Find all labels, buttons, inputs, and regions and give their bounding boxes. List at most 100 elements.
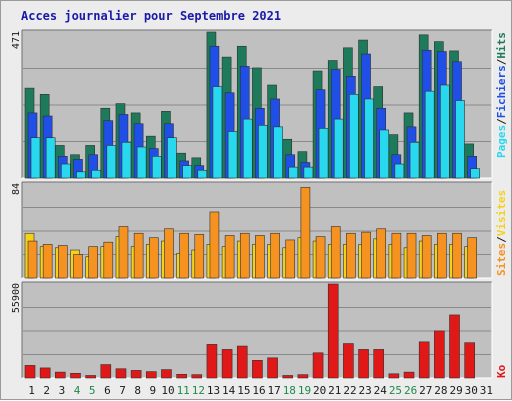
kb-bar (115, 368, 127, 379)
sites-bar (42, 244, 53, 279)
kb-bar (221, 349, 233, 379)
sites-bar (361, 231, 371, 279)
legend-separator: / (495, 118, 508, 125)
x-tick-label: 29 (449, 384, 462, 397)
sites-bar (270, 232, 280, 279)
x-tick-label: 17 (268, 384, 281, 397)
sites-bar (285, 239, 296, 279)
sites-bar (239, 232, 250, 279)
pages-bar (106, 145, 117, 179)
kb-bar (449, 314, 460, 379)
pages-bar (167, 137, 177, 179)
kb-bar (39, 367, 51, 379)
x-tick-label: 13 (207, 384, 220, 397)
x-tick-label: 2 (43, 384, 50, 397)
sites-bar (255, 235, 265, 279)
x-tick-label: 28 (434, 384, 447, 397)
pages-bar (91, 169, 101, 179)
sites-bar (437, 232, 447, 279)
pages-bar (182, 165, 192, 179)
sites-bar (209, 211, 220, 279)
sites-bar (88, 246, 98, 279)
pages-bar (242, 118, 253, 179)
sites-bar (103, 241, 114, 279)
kb-bar (252, 360, 263, 379)
middle-max-label: 84 (11, 183, 22, 195)
x-tick-label: 19 (298, 384, 311, 397)
right-axis-legend: Pages/Fichiers/Hits (495, 32, 508, 158)
legend-separator: / (495, 236, 508, 243)
sites-bar (194, 234, 205, 279)
sites-bar (376, 228, 387, 279)
sites-bar (421, 235, 432, 279)
kb-bar (161, 369, 172, 379)
kb-bar (358, 349, 369, 379)
kb-bar (176, 374, 187, 379)
pages-bar (440, 84, 450, 179)
sites-bar (467, 237, 477, 279)
pages-bar (212, 86, 223, 179)
pages-bar (303, 166, 314, 179)
pages-bar (318, 128, 329, 179)
sites-bar (224, 235, 235, 279)
x-tick-label: 24 (374, 384, 388, 397)
kb-bar (191, 374, 203, 379)
pages-bar (121, 142, 132, 179)
pages-bar (394, 163, 405, 179)
pages-bar (151, 156, 162, 179)
right-axis-legend: Sites/Visites (495, 190, 508, 276)
kb-bar (297, 374, 309, 379)
x-tick-label: 30 (465, 384, 478, 397)
kb-bar (343, 343, 354, 379)
top-panel: 471 (11, 29, 493, 179)
kb-bar (388, 373, 400, 379)
kb-bar (236, 345, 248, 379)
pages-bar (227, 131, 238, 179)
sites-bar (133, 232, 144, 279)
legend-sites: Sites (495, 243, 508, 276)
kb-bar (312, 352, 324, 379)
x-tick-label: 14 (222, 384, 236, 397)
kb-bar (100, 364, 112, 379)
x-tick-label: 31 (480, 384, 493, 397)
x-tick-label: 15 (237, 384, 250, 397)
bottom-panel: 55900 (11, 281, 493, 379)
pages-bar (30, 137, 41, 179)
pages-bar (349, 94, 359, 179)
kb-bar (145, 371, 157, 379)
kb-bar (373, 349, 385, 379)
legend-hits: Hits (495, 32, 508, 59)
pages-bar (470, 168, 480, 179)
top-max-label: 471 (11, 31, 22, 49)
x-tick-label: 1 (28, 384, 35, 397)
x-tick-label: 21 (328, 384, 341, 397)
kb-bar (418, 341, 430, 379)
sites-bar (406, 232, 417, 279)
sites-bar (452, 232, 462, 279)
kb-bar (24, 365, 36, 379)
sites-bar (346, 232, 356, 279)
kb-bar (130, 370, 142, 379)
legend-separator: / (495, 58, 508, 65)
kb-bar (206, 344, 218, 379)
sites-bar (27, 240, 38, 279)
kb-bar (434, 330, 445, 379)
x-tick-label: 9 (150, 384, 157, 397)
sites-bar (148, 237, 159, 279)
kb-bar (464, 342, 475, 379)
x-tick-label: 6 (104, 384, 111, 397)
pages-bar (333, 118, 344, 179)
sites-bar (179, 232, 189, 279)
kb-bar (70, 372, 81, 379)
chart-title: Acces journalier pour Septembre 2021 (21, 9, 281, 23)
x-tick-label: 27 (419, 384, 432, 397)
pages-bar (288, 166, 299, 179)
sites-bar (315, 236, 326, 279)
kb-bar (282, 375, 294, 379)
middle-panel: 84 (11, 181, 493, 279)
x-tick-label: 7 (119, 384, 126, 397)
legend-pages: Pages (495, 125, 508, 158)
x-tick-label: 22 (343, 384, 356, 397)
